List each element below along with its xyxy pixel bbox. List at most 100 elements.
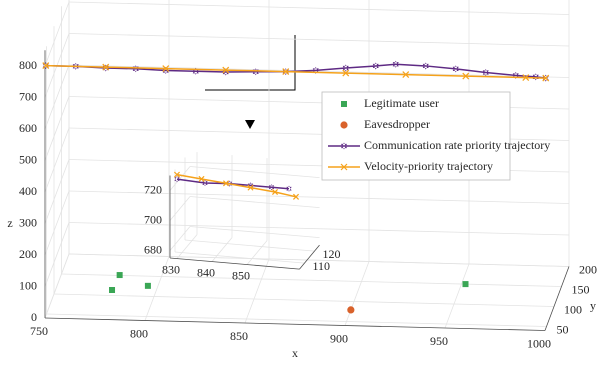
z-tick-label: 700 (144, 212, 162, 226)
y-axis (299, 244, 320, 270)
x-tick-label: 750 (30, 324, 48, 338)
z-tick-label: 680 (144, 242, 162, 256)
marker (282, 68, 290, 75)
marker (144, 282, 151, 289)
z-tick-label: 720 (144, 182, 162, 196)
series-line (176, 173, 297, 198)
x-tick-label: 1000 (527, 336, 551, 350)
series-line (176, 178, 290, 190)
zoom-arrow (245, 120, 255, 129)
marker (42, 62, 50, 69)
marker (422, 62, 429, 70)
z-tick-label: 300 (19, 215, 37, 229)
marker (72, 62, 79, 70)
marker (392, 60, 399, 68)
legend-label: Legitimate user (364, 96, 439, 110)
grid-line (144, 256, 170, 321)
y-tick-label: 50 (557, 322, 569, 336)
z-tick-label: 600 (19, 121, 37, 135)
grid-line (44, 253, 70, 319)
legend-marker (340, 163, 348, 171)
grid-line (68, 253, 570, 267)
grid-line (68, 1, 570, 15)
grid-line (169, 226, 191, 251)
marker (482, 68, 489, 76)
grid-line (189, 226, 320, 238)
y-tick-label: 150 (572, 282, 590, 296)
grid-line (169, 196, 191, 221)
grid-line (184, 239, 315, 252)
zoom-bracket (205, 35, 296, 129)
marker (198, 175, 205, 182)
marker (116, 272, 123, 279)
x-tick-label: 800 (130, 326, 148, 340)
grid-line (244, 258, 270, 324)
z-tick-label: 100 (19, 278, 37, 292)
marker (462, 281, 469, 288)
marker (222, 180, 230, 187)
x-tick-label: 830 (162, 262, 180, 276)
y-tick-label: 100 (564, 302, 582, 316)
legend-marker (341, 142, 347, 150)
marker (342, 69, 350, 77)
marker (342, 64, 349, 72)
x-tick-label: 850 (230, 329, 248, 343)
marker (271, 188, 279, 196)
grid-line (68, 190, 570, 204)
grid-line (189, 166, 320, 178)
z-tick-label: 500 (19, 152, 37, 166)
x-axis (169, 257, 300, 270)
legend-marker (340, 121, 348, 129)
marker (532, 73, 539, 81)
z-tick-label: 200 (19, 247, 37, 261)
x-axis-label: x (292, 346, 298, 360)
marker (292, 193, 300, 200)
marker (286, 185, 292, 192)
y-axis-label: y (590, 298, 596, 312)
grid-line (44, 127, 70, 193)
zoom-box (205, 35, 296, 91)
z-tick-label: 700 (19, 89, 37, 103)
y-axis (544, 266, 570, 331)
x-axis (44, 317, 546, 331)
grid-line (44, 96, 70, 161)
z-tick-label: 800 (19, 58, 37, 72)
legend-marker (341, 101, 347, 107)
y-tick-label: 200 (579, 262, 597, 276)
marker (132, 65, 139, 73)
marker (402, 71, 410, 78)
marker (542, 74, 550, 82)
marker (173, 171, 181, 178)
x-tick-label: 950 (430, 334, 448, 348)
grid-line (176, 234, 198, 259)
grid-line (44, 1, 70, 67)
legend: Legitimate user Eavesdropper Communication… (321, 91, 550, 181)
grid-line (44, 222, 70, 287)
marker (452, 65, 459, 73)
grid-line (61, 273, 562, 287)
x-tick-label: 840 (197, 265, 215, 279)
legend-label: Eavesdropper (364, 117, 430, 131)
x-tick-label: 900 (330, 331, 348, 345)
grid-line (169, 166, 191, 191)
marker (162, 65, 170, 72)
grid-line (211, 237, 233, 262)
marker (268, 184, 275, 191)
series-line (45, 64, 546, 79)
marker (174, 176, 180, 183)
marker (109, 287, 116, 293)
grid-line (68, 222, 570, 236)
marker (462, 72, 470, 80)
grid-line (189, 196, 320, 208)
grid-line (44, 64, 70, 130)
grid-line (46, 313, 547, 327)
grid-line (444, 263, 470, 329)
grid-line (174, 251, 305, 264)
grid-line (68, 64, 570, 78)
grid-line (44, 159, 70, 224)
marker (372, 62, 379, 70)
y-tick-label: 120 (323, 247, 341, 261)
y-tick-label: 110 (313, 259, 331, 273)
legend-label: Velocity-priority trajectory (364, 159, 493, 173)
